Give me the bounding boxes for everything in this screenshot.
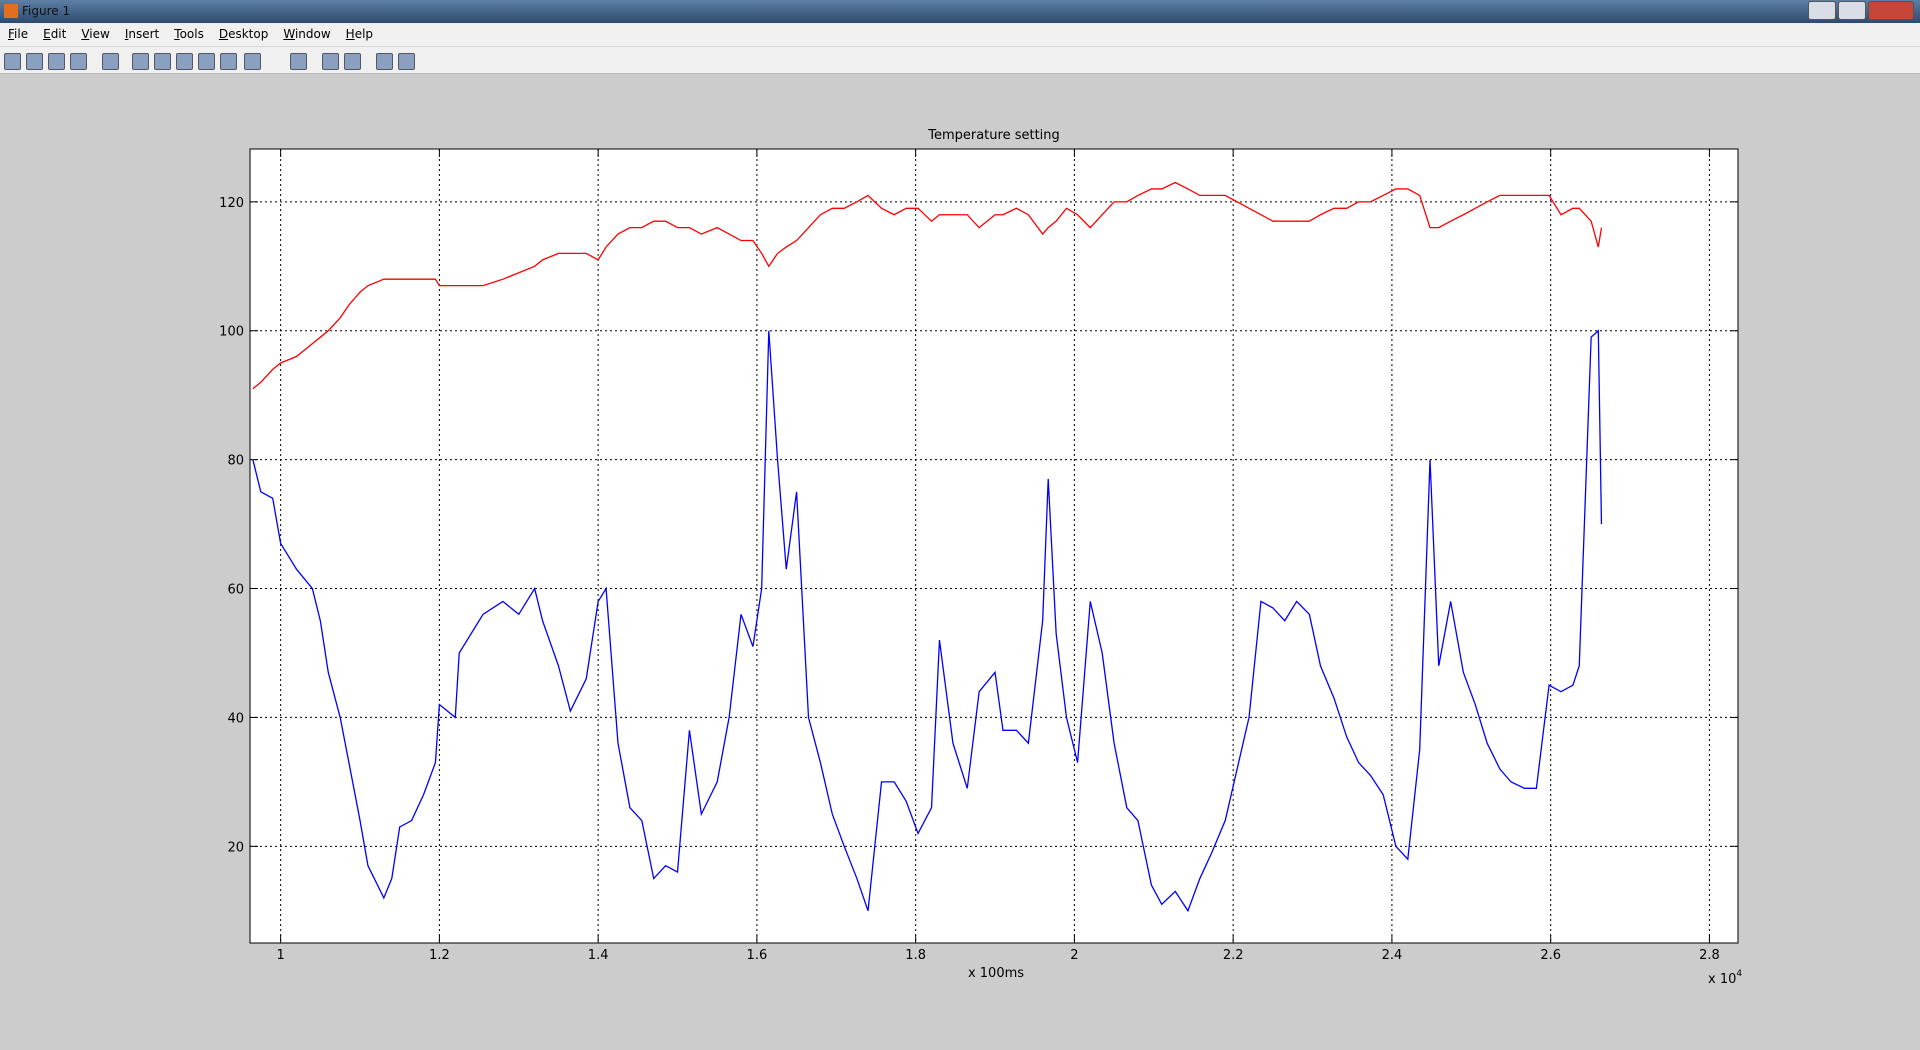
tool-pan[interactable] bbox=[176, 53, 193, 70]
minimize-button[interactable] bbox=[1808, 1, 1836, 20]
series-line bbox=[252, 181, 1603, 390]
maximize-button[interactable] bbox=[1838, 1, 1866, 20]
tool-save[interactable] bbox=[48, 53, 65, 70]
title-bar: Figure 1 bbox=[0, 0, 1920, 23]
window-title: Figure 1 bbox=[22, 4, 71, 18]
y-tick-label: 40 bbox=[227, 711, 244, 726]
plot-area bbox=[250, 149, 1738, 943]
series-line bbox=[252, 329, 1603, 913]
tool-legend[interactable] bbox=[344, 53, 361, 70]
menu-item[interactable]: View bbox=[81, 27, 110, 41]
y-tick-label: 80 bbox=[227, 454, 244, 469]
tool-print[interactable] bbox=[70, 53, 87, 70]
x-tick-label: 1.8 bbox=[905, 948, 926, 963]
tool-show[interactable] bbox=[398, 53, 415, 70]
window-buttons bbox=[1808, 1, 1914, 20]
tool-rotate[interactable] bbox=[198, 53, 215, 70]
toolbar bbox=[0, 47, 1920, 74]
y-tick-label: 20 bbox=[227, 840, 244, 855]
tool-hide[interactable] bbox=[376, 53, 393, 70]
tool-colorbar[interactable] bbox=[322, 53, 339, 70]
menu-bar: File Edit View Insert Tools Desktop Window Help bbox=[0, 23, 1920, 47]
close-button[interactable] bbox=[1868, 1, 1914, 20]
menu-item[interactable]: Edit bbox=[43, 27, 67, 41]
tool-datacursor[interactable] bbox=[220, 53, 237, 70]
app-icon bbox=[4, 4, 18, 18]
x-multiplier-exponent: 4 bbox=[1736, 969, 1742, 979]
tool-link[interactable] bbox=[290, 53, 307, 70]
x-tick-label: 1 bbox=[276, 948, 284, 963]
x-tick-label: 1.6 bbox=[747, 948, 768, 963]
x-multiplier-base: x 10 bbox=[1708, 972, 1736, 987]
x-tick-label: 2.2 bbox=[1223, 948, 1244, 963]
menu-item[interactable]: Help bbox=[345, 27, 374, 41]
tool-pointer[interactable] bbox=[102, 53, 119, 70]
x-tick-label: 1.2 bbox=[429, 948, 450, 963]
x-multiplier: x 104 bbox=[1708, 969, 1742, 987]
y-tick-label: 100 bbox=[219, 325, 244, 340]
chart-title: Temperature setting bbox=[927, 128, 1060, 143]
x-axis-label: x 100ms bbox=[968, 966, 1024, 981]
y-tick-label: 60 bbox=[227, 583, 244, 598]
y-tick-label: 120 bbox=[219, 196, 244, 211]
menu-item[interactable]: Desktop bbox=[218, 27, 269, 41]
x-tick-label: 1.4 bbox=[588, 948, 609, 963]
menu-item[interactable]: Window bbox=[283, 27, 331, 41]
tool-zoom-in[interactable] bbox=[132, 53, 149, 70]
menu-item[interactable]: Tools bbox=[174, 27, 204, 41]
menu-item[interactable]: Insert bbox=[124, 27, 160, 41]
x-tick-label: 2 bbox=[1070, 948, 1078, 963]
axes-frame bbox=[249, 148, 1739, 944]
x-tick-label: 2.8 bbox=[1699, 948, 1720, 963]
tool-new[interactable] bbox=[4, 53, 21, 70]
tool-zoom-out[interactable] bbox=[154, 53, 171, 70]
tool-open[interactable] bbox=[26, 53, 43, 70]
tool-brush[interactable] bbox=[244, 53, 261, 70]
x-tick-label: 2.6 bbox=[1540, 948, 1561, 963]
x-tick-label: 2.4 bbox=[1382, 948, 1403, 963]
menu-item[interactable]: File bbox=[8, 27, 29, 41]
